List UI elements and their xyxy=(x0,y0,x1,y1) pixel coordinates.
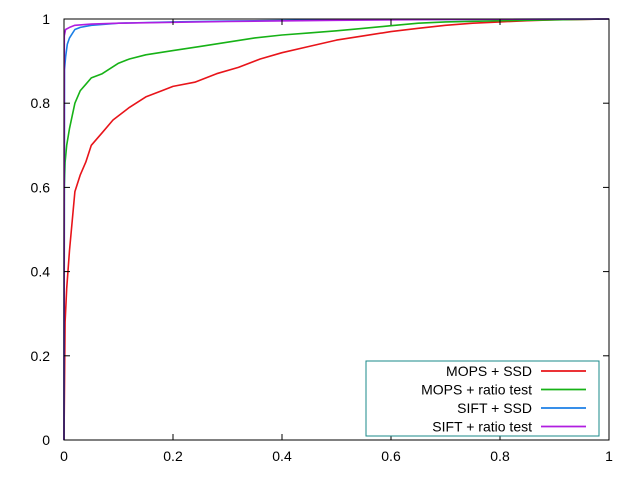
plot-frame xyxy=(63,18,610,441)
series-layer xyxy=(63,18,610,441)
x-tick-label: 0.6 xyxy=(381,448,401,464)
x-tick-label: 0.8 xyxy=(490,448,510,464)
legend-entry-label: SIFT + ratio test xyxy=(432,419,532,435)
legend-entry-label: MOPS + SSD xyxy=(446,363,532,379)
y-tick-label: 0.8 xyxy=(31,95,51,111)
y-tick-label: 1 xyxy=(42,11,50,27)
y-tick-label: 0.2 xyxy=(31,348,51,364)
y-tick-label: 0 xyxy=(42,432,50,448)
y-tick-label: 0.6 xyxy=(31,179,51,195)
legend-box xyxy=(365,360,600,437)
legend-entry-label: MOPS + ratio test xyxy=(421,382,532,398)
legend-entry-label: SIFT + SSD xyxy=(457,400,532,416)
x-tick-label: 0 xyxy=(60,448,68,464)
y-tick-label: 0.4 xyxy=(31,264,51,280)
series-line-1 xyxy=(63,18,610,441)
x-tick-label: 0.4 xyxy=(272,448,292,464)
x-tick-label: 0.2 xyxy=(163,448,183,464)
x-tick-label: 1 xyxy=(605,448,613,464)
series-line-2 xyxy=(63,18,610,441)
legend: MOPS + SSD MOPS + ratio test SIFT + SSD SIF… xyxy=(365,360,600,437)
axes-layer: 0 0.2 0.4 0.6 0.8 1 0 0.2 0.4 0.6 0.8 1 xyxy=(31,11,614,464)
series-line-4 xyxy=(63,18,610,441)
